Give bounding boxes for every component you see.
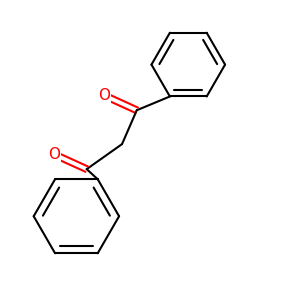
Text: O: O	[48, 147, 60, 162]
Text: O: O	[98, 88, 110, 103]
